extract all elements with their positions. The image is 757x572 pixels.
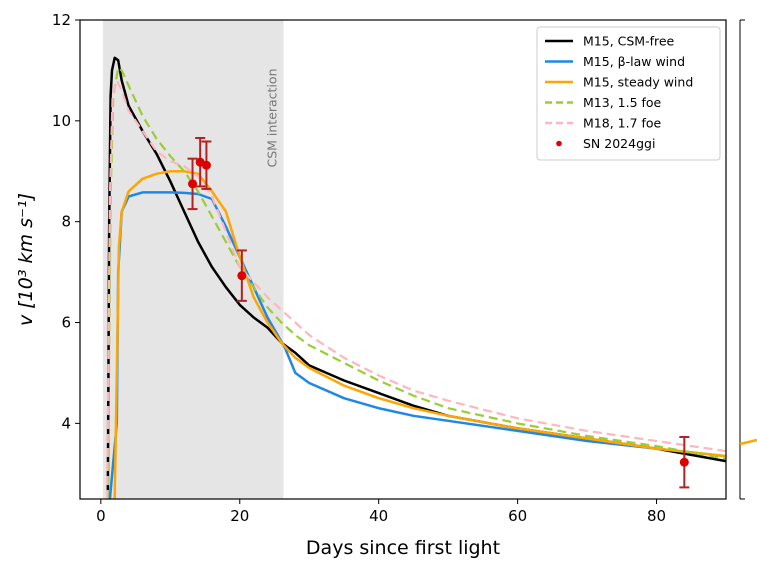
legend-label-0: M15, CSM-free bbox=[583, 34, 675, 49]
y-tick-label: 12 bbox=[52, 11, 71, 29]
x-tick-label: 0 bbox=[96, 507, 106, 525]
legend-label-1: M15, β-law wind bbox=[583, 54, 685, 69]
x-tick-label: 20 bbox=[230, 507, 249, 525]
series-line-1 bbox=[108, 191, 726, 499]
legend-swatch-5 bbox=[556, 140, 562, 147]
legend-label-4: M18, 1.7 foe bbox=[583, 116, 662, 131]
y-tick-label: 8 bbox=[61, 213, 71, 231]
legend: M15, CSM-free M15, β-law wind M15, steady … bbox=[536, 26, 721, 161]
x-tick-label: 80 bbox=[647, 507, 666, 525]
series-line-0 bbox=[106, 56, 726, 499]
csm-interaction-label: CSM interaction bbox=[265, 68, 280, 167]
data-point bbox=[679, 457, 689, 467]
x-tick-label: 40 bbox=[369, 507, 388, 525]
series-line-4 bbox=[106, 79, 726, 499]
x-axis-label: Days since first light bbox=[306, 537, 500, 559]
x-tick-label: 60 bbox=[508, 507, 527, 525]
plot-frame bbox=[79, 19, 727, 500]
observation-point-1 bbox=[195, 136, 206, 188]
y-tick-label: 4 bbox=[61, 414, 71, 432]
observation-point-3 bbox=[236, 249, 247, 302]
observation-point-0 bbox=[187, 157, 198, 211]
legend-box bbox=[536, 26, 721, 161]
data-point bbox=[201, 160, 211, 170]
legend-label-2: M15, steady wind bbox=[583, 75, 693, 90]
y-axis-label: v [10³ km s⁻¹] bbox=[15, 193, 37, 326]
legend-label-5: SN 2024ggi bbox=[583, 136, 655, 151]
right-edge-curve-fragment bbox=[739, 438, 757, 446]
y-tick-label: 10 bbox=[52, 112, 71, 130]
data-point bbox=[188, 179, 198, 189]
data-point bbox=[237, 271, 247, 281]
legend-label-3: M13, 1.5 foe bbox=[583, 95, 662, 110]
observation-point-2 bbox=[201, 140, 212, 190]
observation-point-4 bbox=[679, 435, 690, 489]
csm-interaction-shade bbox=[102, 20, 284, 499]
y-tick-label: 6 bbox=[61, 314, 71, 332]
